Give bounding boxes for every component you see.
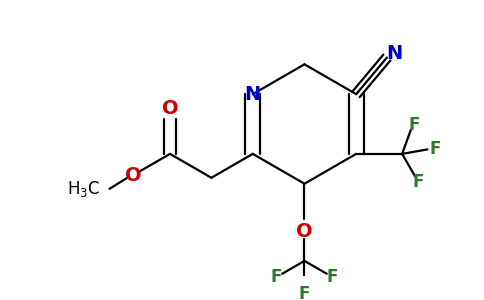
Text: F: F [429,140,440,158]
Text: O: O [162,99,178,119]
Text: O: O [125,166,142,184]
Text: F: F [271,268,282,286]
Text: H$_3$C: H$_3$C [67,179,100,199]
Text: F: F [299,285,310,300]
Text: F: F [327,268,338,286]
Text: F: F [413,173,424,191]
Text: F: F [409,116,420,134]
Text: N: N [244,85,261,104]
Text: O: O [296,222,313,241]
Text: N: N [386,44,402,63]
